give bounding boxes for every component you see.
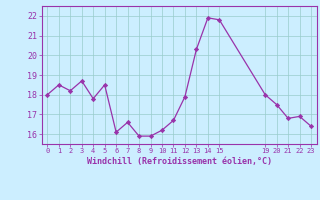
X-axis label: Windchill (Refroidissement éolien,°C): Windchill (Refroidissement éolien,°C) [87,157,272,166]
